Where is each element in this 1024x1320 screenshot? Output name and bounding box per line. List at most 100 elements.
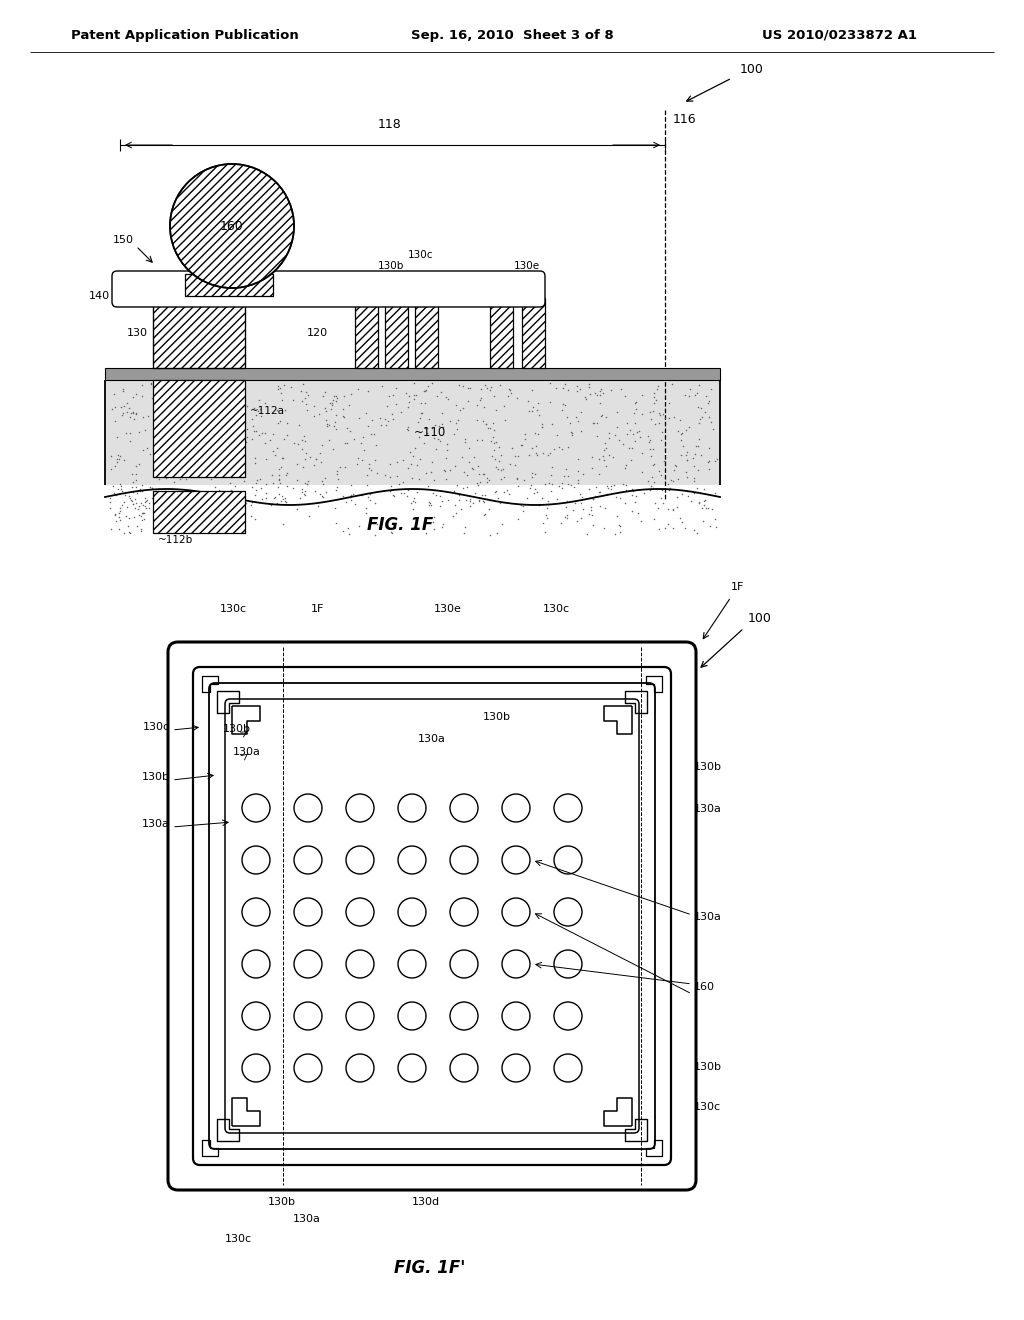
Point [257,449,273,470]
Point [338,491,354,512]
Point [596,432,612,453]
Point [539,507,555,528]
Point [473,484,489,506]
Point [657,407,674,428]
Point [660,408,677,429]
Point [143,374,160,395]
Point [451,484,467,506]
Point [142,444,159,465]
Point [214,480,230,502]
Point [527,442,544,463]
Point [502,380,518,401]
Point [528,445,545,466]
Point [609,401,626,422]
Point [166,471,182,492]
Point [515,495,531,516]
Point [273,447,290,469]
Point [239,395,255,416]
Point [403,467,420,488]
Point [360,458,377,479]
Point [591,463,607,484]
Point [327,498,343,519]
Point [399,420,416,441]
Point [455,397,471,418]
Circle shape [242,898,270,927]
Point [540,445,556,466]
Point [489,487,506,508]
Point [313,434,330,455]
Point [134,474,151,495]
Point [384,523,400,544]
Point [243,506,259,527]
Point [106,396,123,417]
Point [553,512,569,533]
Point [195,374,211,395]
Point [633,511,649,532]
Point [652,487,669,508]
Point [195,465,211,486]
Point [296,425,312,446]
Point [128,477,144,498]
Point [411,479,427,500]
Point [665,374,681,395]
Point [496,466,512,487]
Point [118,422,134,444]
Point [579,524,595,545]
Text: 130b: 130b [378,261,404,271]
Circle shape [346,1002,374,1030]
Point [300,384,316,405]
Point [488,432,505,453]
Circle shape [554,1002,582,1030]
Point [245,428,261,449]
Point [328,418,344,440]
Point [581,478,597,499]
Point [121,397,137,418]
Point [653,465,670,486]
Point [494,444,510,465]
Point [125,492,141,513]
Point [452,400,468,421]
Point [253,405,269,426]
Point [693,498,710,519]
Point [159,495,175,516]
Point [374,376,390,397]
Point [258,483,274,504]
Point [407,491,423,512]
Circle shape [294,1002,322,1030]
Text: 130e: 130e [514,261,540,271]
Point [385,408,401,429]
Point [219,454,236,475]
Point [417,392,433,413]
Point [360,416,377,437]
Point [596,498,612,519]
Point [621,438,637,459]
Text: 130d: 130d [412,1197,440,1206]
Point [487,457,504,478]
Point [152,428,168,449]
Point [559,508,575,529]
Point [124,477,140,498]
Point [310,495,327,516]
Point [574,486,591,507]
Point [490,458,507,479]
Point [227,455,244,477]
Point [601,428,617,449]
Point [624,478,640,499]
Point [456,375,472,396]
Bar [490,298,513,368]
Point [671,469,687,490]
Point [109,484,125,506]
Point [647,492,664,513]
Point [611,516,628,537]
Point [298,442,314,463]
Point [351,407,368,428]
Point [120,516,136,537]
Point [624,437,640,458]
Point [620,412,636,433]
Point [565,499,582,520]
Point [496,396,512,417]
Point [385,484,401,506]
Point [670,420,686,441]
Point [600,422,616,444]
Circle shape [294,950,322,978]
